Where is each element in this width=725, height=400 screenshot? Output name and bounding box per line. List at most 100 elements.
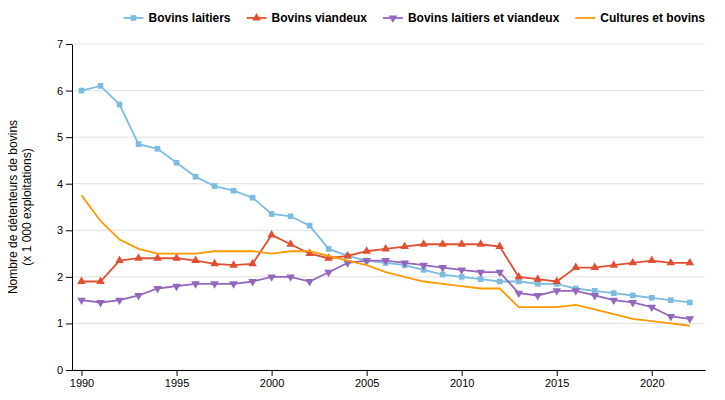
legend-label: Bovins viandeux: [272, 11, 368, 25]
tick-label: 2015: [545, 377, 569, 389]
tick-label: 1990: [70, 377, 94, 389]
marker: [77, 277, 86, 284]
marker: [476, 239, 485, 246]
tick: 2000: [260, 370, 284, 389]
marker: [668, 297, 674, 303]
legend: Bovins laitiers Bovins viandeux Bovins lai…: [124, 11, 706, 25]
tick-label: 2010: [450, 377, 474, 389]
marker: [286, 239, 295, 246]
marker: [267, 274, 276, 281]
marker: [571, 288, 580, 295]
marker: [381, 244, 390, 251]
marker: [685, 258, 694, 265]
tick-label: 2000: [260, 377, 284, 389]
tick-mark: [82, 370, 83, 376]
marker: [647, 305, 656, 312]
tick-label: 6: [57, 85, 63, 97]
marker: [478, 276, 484, 282]
grid-line: [72, 323, 705, 324]
marker: [514, 291, 523, 298]
marker: [440, 272, 446, 278]
legend-item: Bovins laitiers: [124, 11, 231, 25]
marker: [231, 188, 237, 194]
marker: [229, 260, 238, 267]
marker: [647, 256, 656, 263]
grid-line: [72, 230, 705, 231]
marker: [96, 277, 105, 284]
marker: [592, 288, 598, 294]
legend-marker: [252, 13, 261, 20]
chart: 199019952000200520102015202001234567Nomb…: [0, 0, 725, 400]
marker: [687, 300, 693, 306]
marker: [685, 316, 694, 323]
tick: 1990: [70, 370, 94, 389]
tick-mark: [66, 323, 72, 324]
marker: [210, 281, 219, 288]
marker: [96, 300, 105, 307]
tick-label: 2020: [640, 377, 664, 389]
marker: [305, 279, 314, 286]
marker: [535, 281, 541, 287]
marker: [79, 88, 85, 94]
marker: [628, 300, 637, 307]
marker: [134, 253, 143, 260]
marker: [419, 239, 428, 246]
marker: [212, 183, 218, 189]
marker: [514, 272, 523, 279]
plot-area: [77, 83, 694, 326]
marker: [649, 295, 655, 301]
tick-mark: [66, 91, 72, 92]
legend-swatch: [575, 17, 595, 19]
tick-mark: [66, 277, 72, 278]
tick-label: 1995: [165, 377, 189, 389]
marker: [630, 293, 636, 299]
marker: [229, 281, 238, 288]
tick-label: 0: [57, 364, 63, 376]
marker: [459, 274, 465, 280]
marker: [438, 265, 447, 272]
legend-marker: [131, 15, 137, 21]
tick-mark: [66, 137, 72, 138]
marker: [400, 260, 409, 267]
tick: 2015: [545, 370, 569, 389]
marker: [326, 246, 332, 252]
tick-label: 5: [57, 131, 63, 143]
tick: 2020: [640, 370, 664, 389]
marker: [381, 258, 390, 265]
tick: 6: [57, 85, 72, 97]
marker: [117, 102, 123, 108]
grid-line: [72, 370, 705, 371]
tick: 2005: [355, 370, 379, 389]
tick-mark: [272, 370, 273, 376]
grid-line: [72, 276, 705, 277]
marker: [248, 259, 257, 266]
tick: 3: [57, 224, 72, 236]
tick-label: 7: [57, 38, 63, 50]
marker: [457, 267, 466, 274]
legend-label: Bovins laitiers et viandeux: [408, 11, 560, 25]
tick: 5: [57, 131, 72, 143]
marker: [666, 314, 675, 321]
marker: [174, 160, 180, 166]
legend-label: Bovins laitiers: [149, 11, 231, 25]
tick-mark: [177, 370, 178, 376]
y-axis: 01234567: [57, 38, 73, 376]
tick-label: 2: [57, 271, 63, 283]
marker: [628, 258, 637, 265]
series: [82, 195, 690, 325]
marker: [210, 259, 219, 266]
marker: [400, 242, 409, 249]
tick: 1: [57, 317, 72, 329]
grid-line: [72, 44, 705, 45]
marker: [269, 211, 275, 217]
legend-label: Cultures et bovins: [600, 11, 705, 25]
tick-mark: [66, 184, 72, 185]
tick: 2: [57, 271, 72, 283]
x-axis: 1990 1995 2000 2005 2010 2015 2020: [70, 370, 706, 389]
tick-mark: [66, 370, 72, 371]
marker: [134, 293, 143, 300]
tick-label: 1: [57, 317, 63, 329]
marker: [191, 256, 200, 263]
tick-mark: [652, 370, 653, 376]
grid-line: [72, 90, 705, 91]
